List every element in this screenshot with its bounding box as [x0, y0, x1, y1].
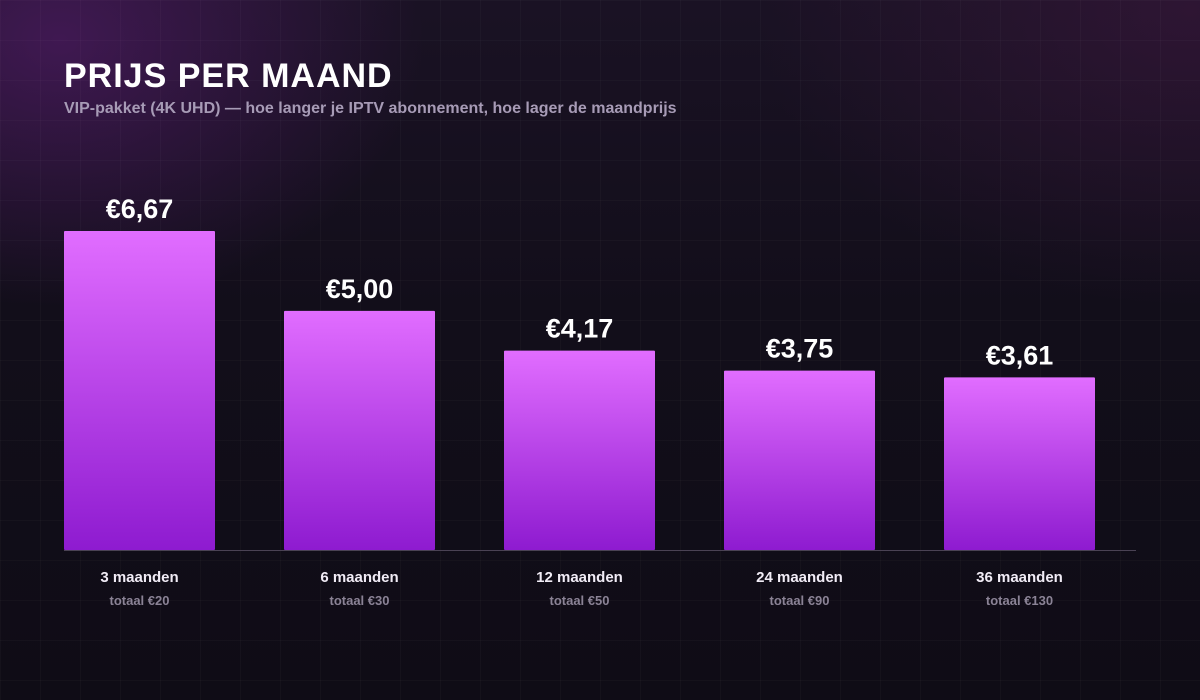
value-label-1: €6,67 — [106, 194, 174, 224]
bar-5 — [944, 377, 1095, 550]
bar-1 — [64, 231, 215, 550]
category-label-4: 24 maanden — [756, 569, 843, 586]
value-label-5: €3,61 — [986, 340, 1054, 370]
category-label-1: 3 maanden — [100, 569, 178, 586]
value-label-2: €5,00 — [326, 274, 394, 304]
total-label-2: totaal €30 — [330, 593, 390, 608]
bar-2 — [284, 310, 435, 550]
total-label-5: totaal €130 — [986, 593, 1053, 608]
bar-3 — [504, 350, 655, 550]
chart-subtitle: VIP-pakket (4K UHD) — hoe langer je IPTV… — [64, 100, 677, 117]
value-label-3: €4,17 — [546, 314, 614, 344]
value-label-4: €3,75 — [766, 334, 834, 364]
category-label-5: 36 maanden — [976, 569, 1063, 586]
bar-4 — [724, 370, 875, 550]
category-label-3: 12 maanden — [536, 569, 623, 586]
total-label-4: totaal €90 — [770, 593, 830, 608]
category-label-2: 6 maanden — [320, 569, 398, 586]
total-label-1: totaal €20 — [110, 593, 170, 608]
chart-title: PRIJS PER MAAND — [64, 57, 393, 95]
total-label-3: totaal €50 — [550, 593, 610, 608]
